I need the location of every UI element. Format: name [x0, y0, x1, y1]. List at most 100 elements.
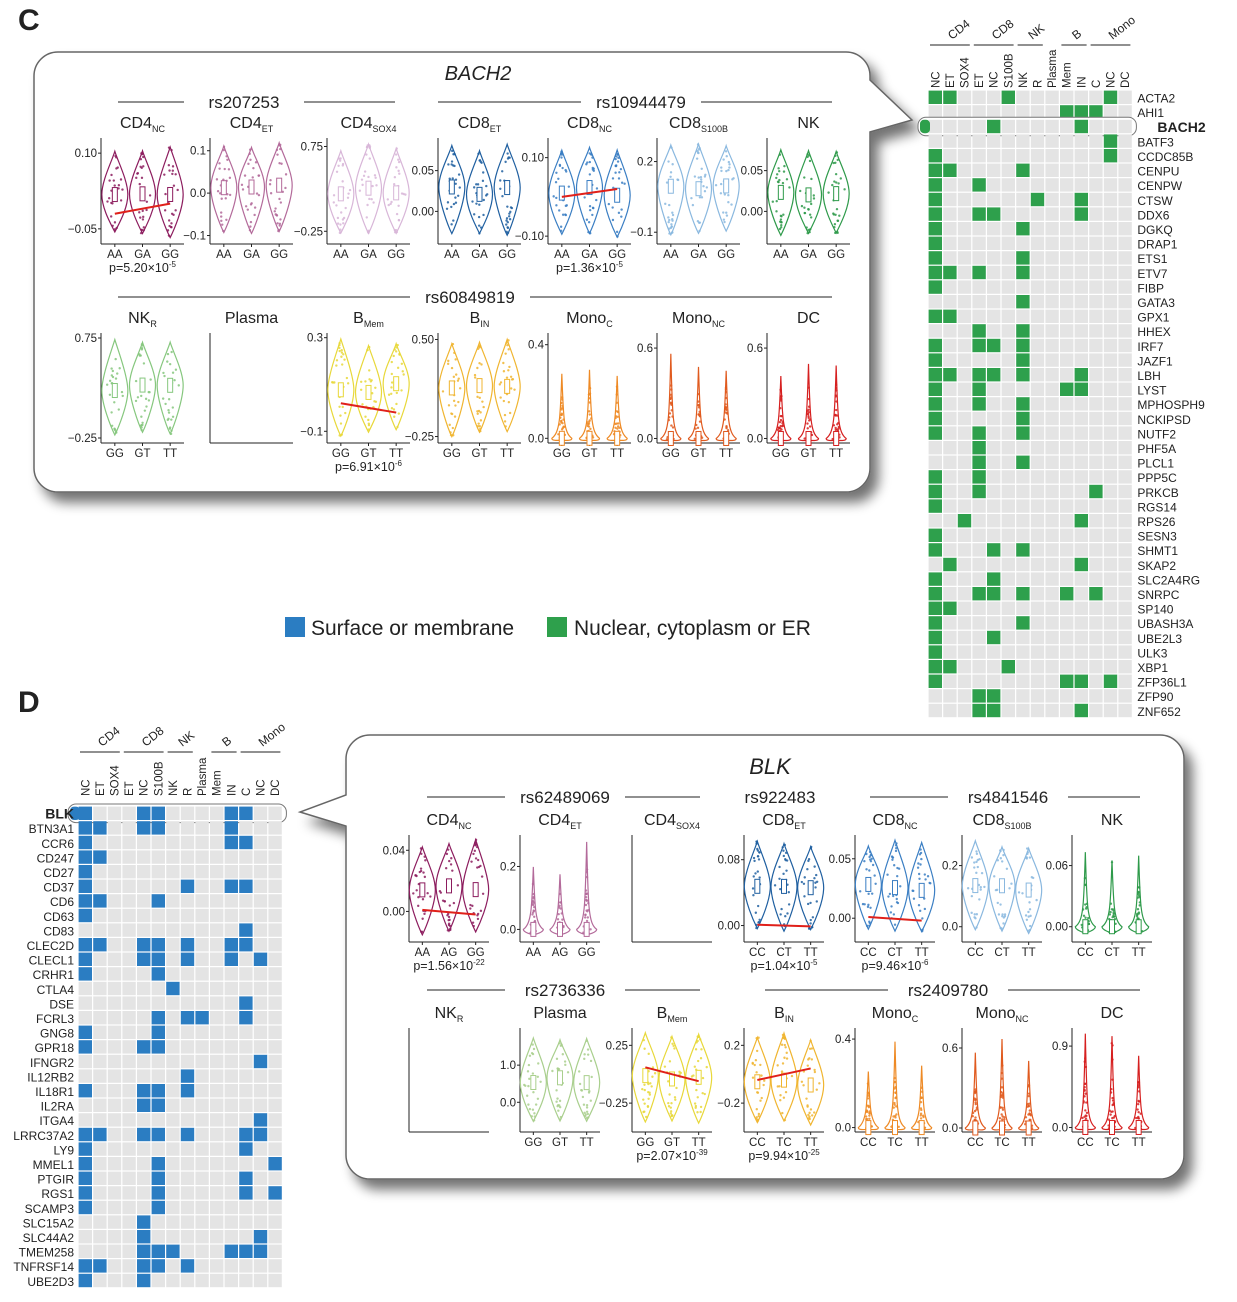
data-point [366, 348, 369, 352]
heatmap-cell [943, 236, 957, 250]
data-point [220, 197, 223, 200]
data-point [251, 176, 254, 179]
data-point [865, 1109, 869, 1112]
gene-label: CLEC2D [27, 939, 75, 953]
genotype-label: TT [804, 947, 818, 959]
data-point [269, 179, 272, 182]
data-point [978, 898, 981, 901]
violin-shape [101, 149, 129, 234]
data-point [614, 171, 617, 174]
genotype-label: TC [776, 1137, 791, 1149]
data-point [669, 384, 673, 387]
data-point [507, 369, 510, 372]
data-point [559, 1115, 563, 1119]
heatmap-cell [166, 1084, 180, 1098]
y-tick-label: 1.0 [500, 1060, 516, 1072]
data-point [457, 377, 460, 380]
data-point [402, 373, 405, 376]
heatmap-cell [957, 105, 972, 119]
heatmap-cell [943, 324, 957, 338]
heatmap-cell [166, 1025, 180, 1039]
plot-title: MonoNC [975, 1005, 1029, 1024]
data-point [912, 889, 915, 893]
heatmap-cell [1001, 689, 1015, 703]
data-point [373, 174, 377, 177]
data-point [695, 423, 698, 427]
data-point [475, 202, 478, 205]
data-point [450, 205, 453, 209]
heatmap-cell [943, 295, 957, 309]
box-marker [448, 179, 455, 195]
heatmap-cell [1030, 119, 1045, 134]
heatmap-cell [210, 952, 224, 966]
data-point [1111, 1116, 1114, 1120]
data-point [473, 376, 477, 379]
data-point [696, 1096, 699, 1099]
heatmap-cell [972, 353, 986, 367]
heatmap-cell-on [180, 1069, 195, 1083]
data-point [778, 420, 782, 424]
blk-title: BLK [749, 754, 792, 779]
data-point [505, 341, 508, 345]
data-point [502, 361, 505, 365]
box-marker [472, 882, 479, 898]
data-point [162, 371, 165, 375]
data-point [241, 188, 245, 191]
heatmap-cell [166, 996, 180, 1010]
heatmap-cell-on [253, 952, 268, 966]
box-marker [419, 882, 426, 898]
heatmap-cell-on [137, 821, 151, 835]
data-point [595, 198, 598, 202]
heatmap-cell [928, 703, 942, 718]
heatmap-cell [180, 821, 195, 835]
data-point [585, 871, 588, 874]
heatmap-cell [1045, 703, 1059, 718]
group-label: Mono [256, 720, 289, 750]
heatmap-cell [1030, 178, 1045, 192]
data-point [169, 432, 173, 436]
data-point [400, 389, 403, 392]
data-point [995, 888, 999, 892]
data-point [450, 366, 454, 370]
heatmap-cell [972, 309, 986, 323]
plot-title: MonoC [566, 310, 613, 329]
heatmap-cell [943, 470, 957, 484]
data-point [505, 230, 508, 234]
data-point [667, 418, 670, 422]
heatmap-cell [972, 514, 986, 528]
heatmap-cell [107, 1040, 122, 1054]
trend-line [757, 1067, 811, 1081]
heatmap-cell [180, 1040, 195, 1054]
box-marker [167, 186, 174, 202]
heatmap-cell-on [928, 572, 942, 586]
heatmap-cell [943, 192, 957, 207]
gene-label: ETV7 [1137, 267, 1167, 281]
heatmap-cell [1001, 601, 1015, 615]
data-point [664, 202, 667, 206]
data-point [891, 858, 894, 862]
heatmap-cell [1045, 484, 1059, 499]
data-point [134, 399, 138, 403]
data-point [1025, 847, 1029, 850]
group-label: B [1069, 26, 1084, 42]
plot-title-main: CD4 [230, 115, 262, 132]
data-point [560, 428, 564, 431]
heatmap-cell [253, 1200, 268, 1215]
y-tick-label: 0.04 [383, 845, 406, 857]
heatmap-cell [210, 1273, 224, 1288]
data-point [115, 167, 118, 170]
heatmap-cell [1103, 280, 1118, 294]
data-point [368, 197, 371, 201]
data-point [1110, 861, 1114, 864]
heatmap-cell-on [151, 1025, 165, 1039]
heatmap-cell [239, 894, 253, 908]
data-point [697, 1035, 701, 1038]
column-label: NC [1106, 71, 1118, 88]
data-point [1138, 901, 1142, 904]
heatmap-cell [1060, 353, 1074, 367]
heatmap-cell [943, 105, 957, 119]
heatmap-cell [1089, 222, 1103, 236]
heatmap-cell [93, 996, 107, 1010]
